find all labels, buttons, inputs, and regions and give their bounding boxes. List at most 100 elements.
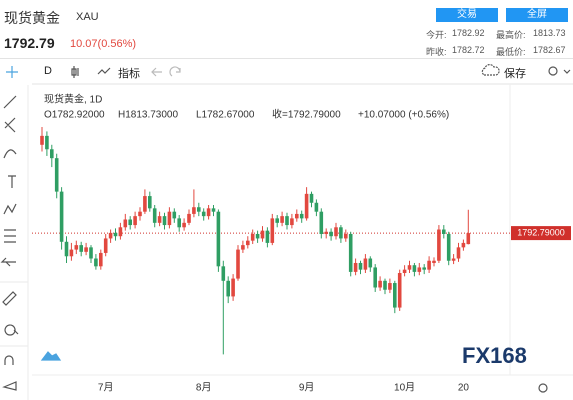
stat-label: 昨收:: [426, 47, 447, 57]
candle-body: [368, 258, 373, 268]
candle-body: [255, 233, 260, 239]
candle-body: [280, 216, 284, 223]
stat-label: 最高价:: [496, 30, 526, 40]
candle-body: [201, 211, 206, 217]
trade-button[interactable]: 交易: [436, 8, 498, 22]
candle-body: [197, 207, 201, 212]
candle-body: [393, 283, 397, 308]
price-label: 1792.79000: [517, 227, 565, 237]
stat-label: 今开:: [426, 30, 447, 40]
candle-body: [299, 213, 304, 219]
candle-body: [422, 267, 426, 270]
candle-body: [304, 193, 309, 219]
x-tick-label: 7月: [98, 382, 114, 394]
candle-body: [437, 229, 441, 261]
candle-body: [383, 280, 387, 290]
candle-body: [417, 267, 422, 272]
candle-body: [143, 196, 147, 212]
candle-body: [211, 208, 216, 212]
candle-body: [339, 227, 343, 239]
candle-body: [231, 278, 235, 297]
save-button[interactable]: 保存: [504, 68, 526, 80]
candle-body: [113, 232, 118, 237]
divider: [0, 58, 573, 59]
candle-body: [192, 207, 196, 214]
candle-body: [397, 273, 402, 308]
legend-title: 现货黄金, 1D: [44, 93, 102, 106]
candle-body: [353, 262, 358, 272]
last-price: 1792.79: [4, 35, 55, 51]
candle-body: [99, 252, 103, 267]
x-tick-label: 8月: [196, 382, 212, 394]
candle-body: [319, 211, 324, 234]
candle-body: [427, 260, 431, 270]
candle-body: [466, 233, 471, 245]
candle-body: [152, 208, 157, 223]
candle-body: [348, 233, 353, 272]
candle-body: [167, 211, 172, 226]
stat-value: 1782.92: [452, 28, 485, 38]
candle-body: [172, 211, 177, 219]
candle-body: [133, 216, 137, 226]
indicator-button[interactable]: 指标: [118, 68, 140, 80]
candle-body: [118, 227, 123, 237]
candle-body: [74, 245, 79, 250]
candle-body: [432, 260, 436, 263]
toolbar-icons: [0, 64, 571, 400]
candle-body: [344, 233, 348, 239]
ohlc-value: +10.07000 (+0.56%): [358, 110, 449, 121]
candle-body: [295, 213, 299, 219]
x-tick-label: 10月: [394, 382, 415, 394]
candle-body: [50, 149, 54, 159]
stat-label: 最低价:: [496, 47, 526, 57]
candle-body: [157, 216, 162, 223]
candle-body: [162, 216, 167, 226]
candle-body: [388, 283, 392, 290]
candle-body: [40, 135, 44, 145]
x-tick-label: 9月: [299, 382, 315, 394]
candle-body: [329, 231, 333, 237]
candle-body: [412, 265, 417, 272]
candle-body: [402, 269, 407, 274]
candle-body: [108, 232, 113, 239]
candle-body: [373, 267, 377, 288]
instrument-code: XAU: [76, 11, 99, 23]
candle-body: [138, 211, 142, 217]
ohlc-value: H1813.73000: [118, 110, 178, 121]
candle-body: [451, 258, 456, 261]
candle-body: [324, 231, 328, 234]
candle-body: [446, 233, 451, 261]
stat-value: 1782.67: [533, 45, 566, 55]
candle-body: [363, 258, 368, 270]
candle-body: [206, 208, 211, 217]
candle-body: [250, 233, 255, 241]
fullscreen-button[interactable]: 全屏: [506, 8, 568, 22]
stat-value: 1813.73: [533, 28, 566, 38]
candle-body: [128, 219, 132, 226]
candle-body: [103, 238, 108, 253]
candle-body: [314, 202, 319, 212]
candle-body: [79, 245, 83, 252]
candle-body: [442, 229, 446, 234]
x-tick-label: 20: [458, 383, 470, 394]
instrument-name: 现货黄金: [4, 10, 60, 26]
ohlc-value: O1782.92000: [44, 110, 105, 121]
candle-body: [275, 218, 279, 223]
interval-button[interactable]: D: [44, 65, 52, 77]
candle-body: [123, 219, 128, 228]
candle-body: [246, 240, 250, 246]
price-change: 10.07(0.56%): [70, 38, 137, 50]
price-label-box: [511, 226, 571, 241]
candle-body: [177, 218, 181, 228]
candle-body: [89, 247, 93, 259]
candle-body: [226, 280, 230, 297]
candle-body: [94, 258, 98, 267]
candle-body: [285, 216, 289, 226]
candle-body: [64, 241, 69, 257]
ohlc-value: L1782.67000: [196, 110, 255, 121]
candle-body: [45, 135, 49, 150]
candle-body: [216, 211, 221, 267]
ohlc-legend: O1782.92000 H1813.73000 L1782.67000 收=1792.…: [44, 108, 449, 121]
